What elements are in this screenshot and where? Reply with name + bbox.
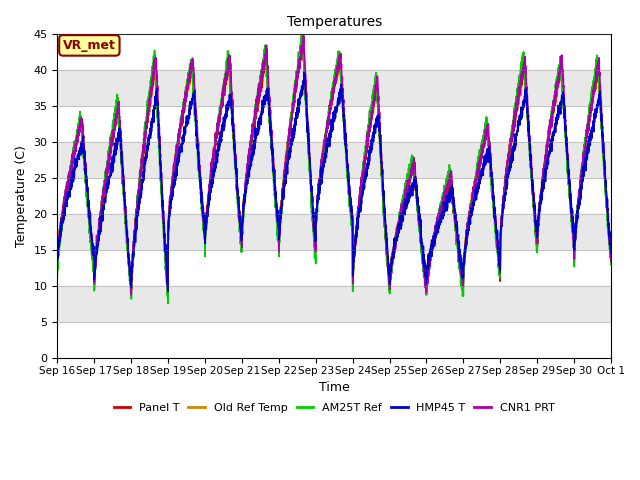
Y-axis label: Temperature (C): Temperature (C) <box>15 145 28 247</box>
Bar <box>58 142 611 178</box>
Title: Temperatures: Temperatures <box>287 15 382 29</box>
Bar <box>58 286 611 322</box>
Legend: Panel T, Old Ref Temp, AM25T Ref, HMP45 T, CNR1 PRT: Panel T, Old Ref Temp, AM25T Ref, HMP45 … <box>109 398 559 418</box>
Bar <box>58 214 611 250</box>
Text: VR_met: VR_met <box>63 39 116 52</box>
X-axis label: Time: Time <box>319 382 349 395</box>
Bar <box>58 71 611 106</box>
